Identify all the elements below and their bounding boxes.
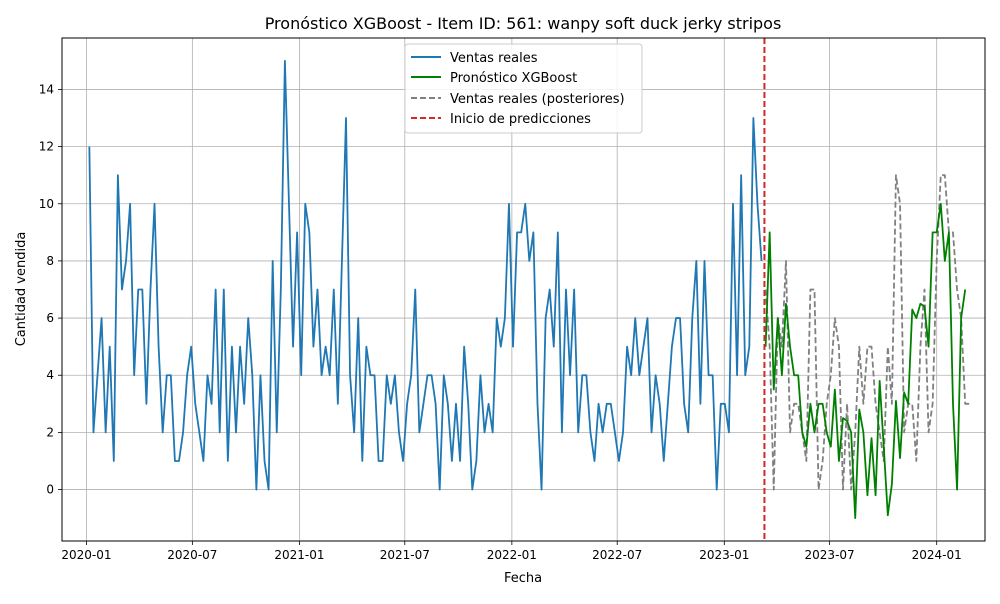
- y-tick-label: 8: [46, 254, 54, 268]
- x-tick-label: 2020-07: [167, 548, 217, 562]
- y-tick-label: 4: [46, 368, 54, 382]
- plot-frame: [61, 37, 986, 542]
- x-axis-label: Fecha: [504, 571, 542, 586]
- y-tick-label: 6: [46, 311, 54, 325]
- x-tick-label: 2022-07: [592, 548, 642, 562]
- series-layer: [88, 38, 970, 541]
- series-actual-line: [88, 59, 763, 491]
- legend-label-start: Inicio de predicciones: [450, 112, 591, 127]
- x-tick-label: 2020-01: [61, 548, 111, 562]
- y-tick-label: 10: [39, 197, 54, 211]
- series-forecast-line: [764, 202, 967, 520]
- x-axis: 2020-01 2020-07 2021-01 2021-07 2022-01 2022-…: [61, 541, 962, 562]
- y-axis-label: Cantidad vendida: [14, 232, 29, 347]
- legend-label-actual: Ventas reales: [450, 51, 538, 66]
- x-tick-label: 2021-01: [274, 548, 324, 562]
- x-tick-label: 2023-01: [699, 548, 749, 562]
- x-tick-label: 2023-07: [805, 548, 855, 562]
- y-tick-label: 0: [46, 483, 54, 497]
- x-tick-label: 2021-07: [380, 548, 430, 562]
- legend: Ventas reales Pronóstico XGBoost Ventas …: [404, 43, 643, 134]
- series-post-line: [764, 174, 970, 491]
- x-tick-label: 2022-01: [487, 548, 537, 562]
- y-tick-label: 12: [39, 140, 54, 154]
- y-tick-label: 2: [46, 425, 54, 439]
- chart-title: Pronóstico XGBoost - Item ID: 561: wanpy…: [265, 14, 782, 33]
- legend-box: [404, 43, 643, 134]
- x-tick-label: 2024-01: [912, 548, 962, 562]
- legend-label-forecast: Pronóstico XGBoost: [450, 71, 577, 86]
- y-tick-label: 14: [39, 82, 54, 96]
- y-axis: 0 2 4 6 8 10 12 14: [39, 82, 62, 497]
- legend-label-post: Ventas reales (posteriores): [450, 92, 625, 107]
